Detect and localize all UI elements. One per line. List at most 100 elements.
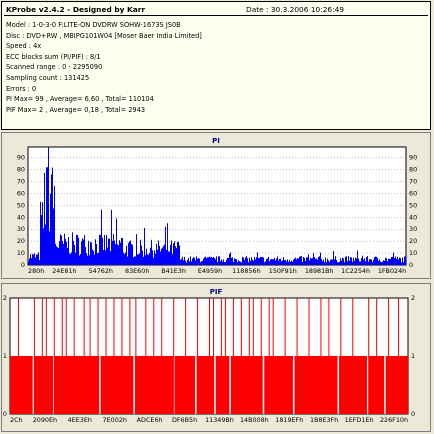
pi-bar bbox=[221, 259, 222, 265]
x-tick-label: E4959h bbox=[198, 267, 222, 275]
pif-spike bbox=[376, 298, 378, 414]
pi-bar bbox=[261, 257, 262, 265]
pi-bar bbox=[60, 234, 61, 265]
x-tick-label: 118856h bbox=[232, 267, 260, 275]
model-line: Model : 1-0-3-0 F:LITE-ON DVDRW SOHW-167… bbox=[6, 21, 181, 29]
pif-spike bbox=[97, 298, 99, 414]
pi-bar bbox=[178, 241, 179, 265]
pi-bar bbox=[350, 257, 351, 265]
pi-bar bbox=[363, 259, 364, 265]
pi-bar bbox=[401, 262, 402, 265]
pi-bar bbox=[238, 260, 239, 265]
pif-spike bbox=[328, 298, 330, 414]
pi-bar bbox=[299, 256, 300, 265]
pi-bar bbox=[275, 260, 276, 265]
y-tick-label-right: 70 bbox=[409, 178, 417, 186]
pi-bar bbox=[243, 257, 244, 265]
pi-bar bbox=[383, 260, 384, 265]
pi-bar bbox=[376, 256, 377, 265]
x-tick-label: 2Ch bbox=[10, 416, 23, 424]
pi-bar bbox=[105, 250, 106, 265]
pi-bar bbox=[297, 258, 298, 265]
pif-spike bbox=[153, 298, 155, 414]
pi-bar bbox=[159, 245, 160, 265]
pi-bar bbox=[374, 257, 375, 265]
pi-bar bbox=[317, 259, 318, 265]
pi-bar bbox=[76, 234, 77, 265]
pi-bar bbox=[246, 256, 247, 265]
pi-bar bbox=[375, 256, 376, 265]
pi-bar bbox=[179, 245, 180, 265]
y-tick-label: 0 bbox=[21, 261, 25, 269]
pi-bar bbox=[145, 255, 146, 265]
pi-bar bbox=[315, 258, 316, 265]
pif-spike bbox=[320, 298, 322, 414]
pi-bar bbox=[77, 234, 78, 265]
y-tick-label: 0 bbox=[3, 410, 7, 418]
pi-bar bbox=[34, 253, 35, 265]
pi-bar bbox=[322, 261, 323, 265]
pi-bar bbox=[181, 258, 182, 265]
pif-gap bbox=[195, 356, 197, 414]
x-tick-label: 24E81h bbox=[52, 267, 76, 275]
pi-bar bbox=[267, 258, 268, 265]
pi-bar bbox=[241, 262, 242, 265]
pi-bar bbox=[250, 260, 251, 265]
pi-bar bbox=[341, 260, 342, 265]
pi-bar bbox=[256, 257, 257, 265]
pi-bar bbox=[100, 234, 101, 265]
pi-bar bbox=[172, 254, 173, 265]
pif-gap bbox=[262, 356, 265, 414]
pi-bar bbox=[360, 261, 361, 265]
pi-bar bbox=[56, 246, 57, 265]
pi-bar bbox=[378, 260, 379, 265]
pif-spike bbox=[252, 298, 254, 414]
pi-bar bbox=[32, 253, 33, 265]
y-tick-label: 2 bbox=[3, 294, 7, 302]
pi-bar bbox=[169, 251, 170, 265]
pi-bar bbox=[280, 258, 281, 265]
pif-spike bbox=[83, 298, 85, 414]
pi-bar bbox=[102, 237, 103, 265]
pif-spike bbox=[248, 298, 250, 414]
pi-bar bbox=[277, 256, 278, 265]
pi-bar bbox=[365, 261, 366, 265]
pi-bar bbox=[41, 215, 42, 265]
pi-bar bbox=[270, 259, 271, 265]
pi-bar bbox=[361, 258, 362, 265]
pif-chart-title: PIF bbox=[209, 288, 223, 296]
pi-bar bbox=[258, 258, 259, 265]
pi-bar bbox=[391, 257, 392, 265]
pi-bar bbox=[337, 262, 338, 265]
pif-spike bbox=[308, 298, 310, 414]
pi-bar bbox=[163, 245, 164, 265]
pi-bar bbox=[88, 240, 89, 265]
pi-bar bbox=[289, 259, 290, 265]
pi-bar bbox=[52, 167, 53, 265]
pi-bar bbox=[239, 261, 240, 265]
pi-bar bbox=[113, 234, 114, 265]
pi-bar bbox=[217, 262, 218, 265]
pi-bar bbox=[255, 259, 256, 265]
pif-spike bbox=[65, 298, 67, 414]
pi-bar bbox=[323, 259, 324, 265]
pi-bar bbox=[321, 258, 322, 265]
pi-bar bbox=[263, 257, 264, 265]
pi-bar bbox=[288, 261, 289, 265]
y-tick-label-right: 40 bbox=[409, 213, 417, 221]
y-tick-label: 30 bbox=[17, 225, 25, 233]
pi-bar bbox=[81, 241, 82, 265]
pi-bar bbox=[71, 252, 72, 265]
pi-bar bbox=[214, 257, 215, 265]
pi-bar bbox=[285, 259, 286, 265]
pi-bar bbox=[308, 254, 309, 265]
pi-bar bbox=[97, 253, 98, 265]
pi-bar bbox=[199, 258, 200, 265]
pi-bar bbox=[111, 209, 112, 265]
pi-bar bbox=[62, 240, 63, 265]
pi-bar bbox=[211, 256, 212, 265]
pi-bar bbox=[167, 223, 168, 265]
pi-bar bbox=[66, 241, 67, 265]
pi-bar bbox=[121, 237, 122, 265]
x-tick-label: 4EE3Eh bbox=[68, 416, 92, 424]
